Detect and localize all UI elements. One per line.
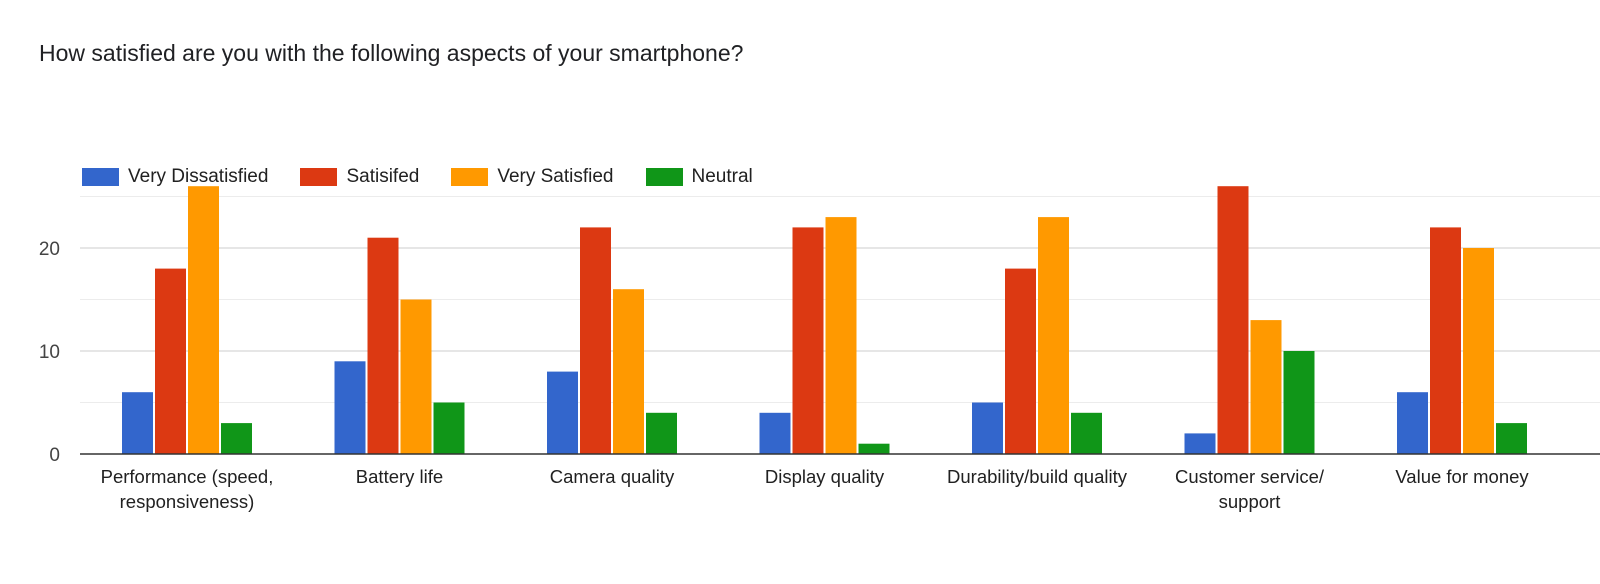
chart-title: How satisfied are you with the following…	[39, 40, 744, 66]
legend-swatch-very-dissatisfied	[82, 168, 119, 186]
bar-very-satisfied-5	[1250, 320, 1282, 454]
x-category-label: Camera quality	[550, 466, 675, 487]
legend-label-very-satisfied: Very Satisfied	[497, 166, 614, 187]
bar-neutral-2	[646, 412, 677, 454]
legend-swatch-very-satisfied	[451, 168, 489, 186]
legend-item-very-satisfied[interactable]: Very Satisfied	[451, 166, 614, 188]
bar-very-dissatisfied-1	[334, 361, 366, 454]
bar-neutral-0	[221, 423, 252, 454]
x-category-label: Performance (speed, responsiveness)	[101, 466, 274, 512]
legend-swatch-satisifed	[300, 168, 338, 186]
x-category-label: Value for money	[1395, 466, 1529, 487]
legend-item-neutral[interactable]: Neutral	[645, 166, 753, 188]
bar-neutral-1	[433, 402, 465, 454]
bar-satisifed-2	[580, 227, 611, 454]
legend-swatch-neutral	[645, 168, 683, 186]
bar-very-dissatisfied-0	[122, 392, 153, 454]
bar-very-satisfied-1	[400, 299, 432, 454]
bar-very-dissatisfied-3	[759, 412, 791, 454]
y-tick-label: 10	[39, 342, 60, 363]
legend-item-very-dissatisfied[interactable]: Very Dissatisfied	[82, 166, 268, 188]
legend-label-very-dissatisfied: Very Dissatisfied	[128, 166, 269, 187]
bar-neutral-6	[1496, 423, 1527, 454]
bar-satisifed-6	[1430, 227, 1461, 454]
bar-very-dissatisfied-5	[1184, 433, 1216, 454]
x-category-label: Display quality	[765, 466, 885, 487]
bar-satisifed-1	[367, 237, 399, 454]
x-category-label: Durability/build quality	[947, 466, 1128, 487]
x-category-label: Battery life	[356, 466, 443, 487]
y-tick-label: 20	[39, 239, 60, 260]
bar-very-dissatisfied-2	[547, 371, 578, 454]
bar-neutral-3	[858, 443, 890, 454]
bar-very-dissatisfied-6	[1397, 392, 1428, 454]
bar-very-satisfied-3	[825, 217, 857, 454]
legend-label-satisifed: Satisifed	[346, 166, 420, 187]
bar-very-satisfied-0	[188, 186, 219, 454]
bar-satisifed-5	[1217, 186, 1249, 454]
y-tick-label: 0	[49, 445, 60, 466]
bar-neutral-4	[1071, 412, 1102, 454]
bar-very-satisfied-2	[613, 289, 644, 454]
chart-legend: Very Dissatisfied Satisifed Very Satisfi…	[82, 166, 785, 188]
bar-very-satisfied-4	[1038, 217, 1069, 454]
x-category-label: Customer service/support	[1175, 466, 1325, 512]
bar-neutral-5	[1283, 351, 1315, 454]
bar-satisifed-0	[155, 268, 186, 454]
bar-satisifed-4	[1005, 268, 1036, 454]
legend-item-satisifed[interactable]: Satisifed	[300, 166, 419, 188]
bar-very-dissatisfied-4	[972, 402, 1003, 454]
bar-very-satisfied-6	[1463, 248, 1494, 454]
bar-satisifed-3	[792, 227, 824, 454]
legend-label-neutral: Neutral	[691, 166, 753, 187]
